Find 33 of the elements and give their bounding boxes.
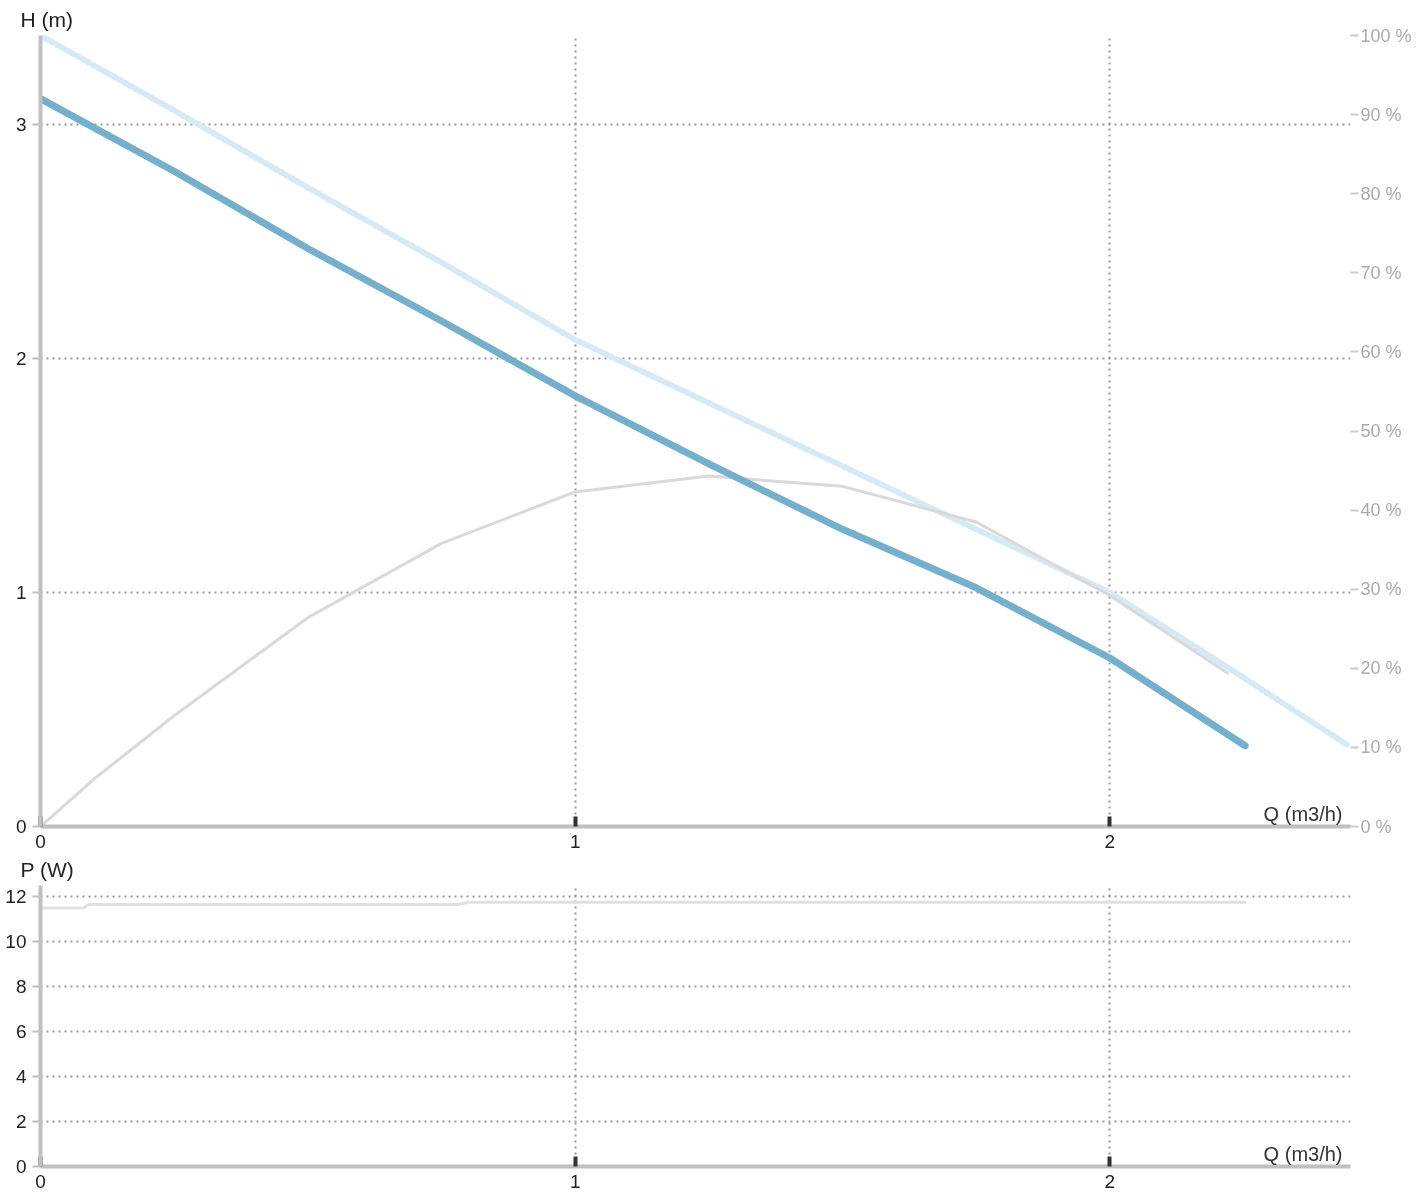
- y2-tick-label: 70 %: [1360, 262, 1402, 283]
- y2-tick-label: 30 %: [1360, 579, 1402, 600]
- y-tick-label: 10: [5, 931, 27, 953]
- y-tick-label: 8: [15, 976, 27, 998]
- y2-tick-label: 80 %: [1360, 183, 1402, 204]
- x-axis-title: Q (m3/h): [1263, 1142, 1343, 1165]
- x-tick-label: 0: [35, 830, 46, 852]
- y-tick-label: 4: [15, 1066, 27, 1088]
- y-tick-label: 3: [15, 113, 27, 135]
- y-axis-title: H (m): [20, 7, 73, 31]
- y2-tick-label: 50 %: [1360, 421, 1402, 441]
- y-tick-label: 6: [15, 1021, 27, 1043]
- y-tick-label: 1: [15, 581, 27, 603]
- y-tick-label: 0: [15, 1156, 27, 1177]
- y2-tick-label: 100 %: [1360, 25, 1412, 46]
- y2-tick-label: 20 %: [1360, 658, 1402, 679]
- y-tick-label: 0: [15, 816, 27, 837]
- y-tick-label: 12: [5, 886, 27, 908]
- y2-tick-label: 10 %: [1360, 737, 1402, 758]
- x-tick-label: 2: [1104, 830, 1116, 852]
- x-tick-label: 0: [35, 1170, 46, 1192]
- y2-tick-label: 40 %: [1360, 500, 1402, 521]
- y2-tick-label: 90 %: [1360, 104, 1402, 125]
- y-tick-label: 2: [15, 347, 27, 369]
- x-tick-label: 1: [569, 830, 581, 852]
- y-axis-title: P (W): [20, 857, 74, 881]
- y-tick-label: 2: [15, 1111, 27, 1133]
- x-tick-label: 2: [1104, 1170, 1116, 1192]
- y2-tick-label: 0 %: [1360, 816, 1392, 837]
- x-axis-title: Q (m3/h): [1263, 802, 1343, 825]
- x-tick-label: 1: [569, 1170, 581, 1192]
- line-series: [40, 474, 1230, 827]
- y2-tick-label: 60 %: [1360, 341, 1402, 362]
